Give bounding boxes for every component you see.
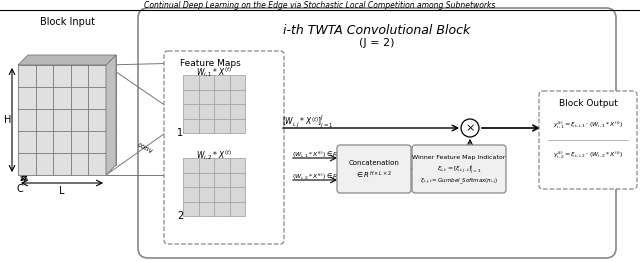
Text: L: L <box>60 186 65 196</box>
Text: conv: conv <box>136 141 154 155</box>
Polygon shape <box>23 60 111 170</box>
Polygon shape <box>18 65 106 175</box>
Polygon shape <box>106 55 116 175</box>
Text: $y^{(t)}_{i,2}=\xi_{t,i,2}\cdot(W_{i,2}*X^{(t)})$: $y^{(t)}_{i,2}=\xi_{t,i,2}\cdot(W_{i,2}*… <box>553 150 623 160</box>
Text: Winner Feature Map Indicator: Winner Feature Map Indicator <box>412 156 506 161</box>
Text: $W_{i,2}*X^{(t)}$: $W_{i,2}*X^{(t)}$ <box>196 148 232 162</box>
Text: $\in R^{H\times L\times 2}$: $\in R^{H\times L\times 2}$ <box>355 169 392 181</box>
Text: Continual Deep Learning on the Edge via Stochastic Local Competition among Subne: Continual Deep Learning on the Edge via … <box>144 2 496 10</box>
FancyBboxPatch shape <box>412 145 506 193</box>
Text: Block Input: Block Input <box>40 17 95 27</box>
Text: $y^{(t)}_{i,1}=\xi_{t,i,1}\cdot(W_{i,1}*X^{(t)})$: $y^{(t)}_{i,1}=\xi_{t,i,1}\cdot(W_{i,1}*… <box>553 120 623 130</box>
Circle shape <box>461 119 479 137</box>
Text: Block Output: Block Output <box>559 99 618 107</box>
Text: 2: 2 <box>177 211 183 221</box>
Polygon shape <box>18 55 116 65</box>
Text: (J = 2): (J = 2) <box>359 38 395 48</box>
Text: $\xi_{i,t}=[\xi_{i,j,t}]^{J}_{j=1}$: $\xi_{i,t}=[\xi_{i,j,t}]^{J}_{j=1}$ <box>436 163 481 176</box>
Text: i-th TWTA Convolutional Block: i-th TWTA Convolutional Block <box>284 24 470 36</box>
Text: C: C <box>17 184 24 194</box>
Text: $(W_{i,2}*X^{(t)}) \in R^{H\times L}$: $(W_{i,2}*X^{(t)}) \in R^{H\times L}$ <box>292 171 350 181</box>
FancyBboxPatch shape <box>539 91 637 189</box>
Text: 1: 1 <box>177 128 183 138</box>
Text: $\times$: $\times$ <box>465 123 475 133</box>
Text: Concatenation: Concatenation <box>349 160 399 166</box>
Text: H: H <box>4 115 12 125</box>
FancyBboxPatch shape <box>337 145 411 193</box>
Polygon shape <box>183 158 245 216</box>
Text: $(W_{i,1}*X^{(t)}) \in R^{H\times L}$: $(W_{i,1}*X^{(t)}) \in R^{H\times L}$ <box>292 149 350 159</box>
Text: $W_{i,1}*X^{(t)}$: $W_{i,1}*X^{(t)}$ <box>196 65 232 79</box>
Polygon shape <box>183 75 245 133</box>
Polygon shape <box>28 55 116 165</box>
Text: $[W_{i,j}*X^{(t)}]^{J}_{j=1}$: $[W_{i,j}*X^{(t)}]^{J}_{j=1}$ <box>282 114 333 130</box>
FancyBboxPatch shape <box>138 8 616 258</box>
Text: $\xi_{i,j,t}=Gumbel\_Softmax(\pi_{i,j})$: $\xi_{i,j,t}=Gumbel\_Softmax(\pi_{i,j})$ <box>420 176 498 186</box>
FancyBboxPatch shape <box>164 51 284 244</box>
Text: Feature Maps: Feature Maps <box>180 58 241 68</box>
